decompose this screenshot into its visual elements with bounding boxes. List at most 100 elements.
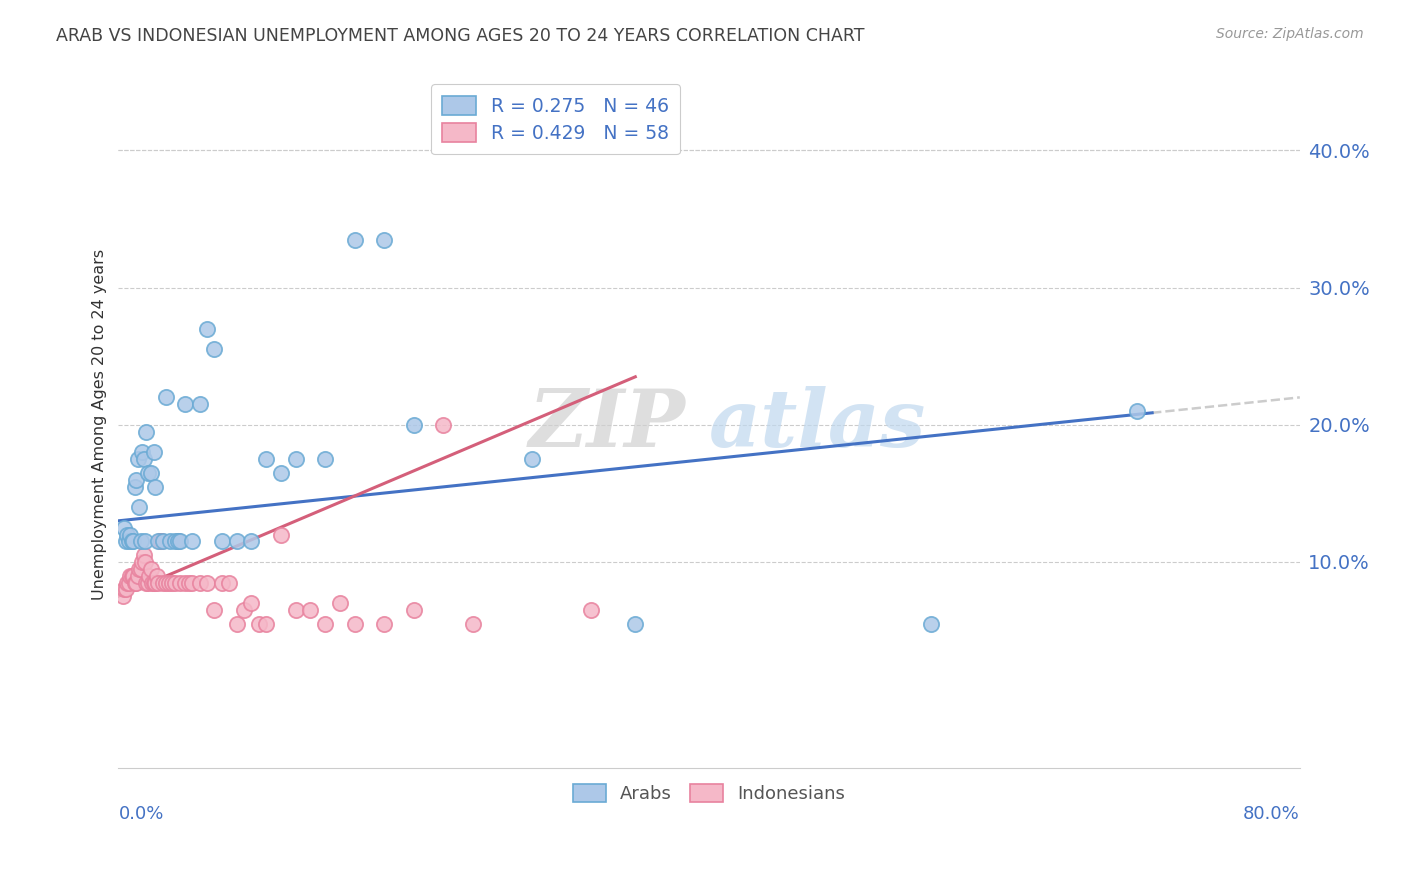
Point: [129, 534, 152, 549]
Point: [135, 425, 157, 439]
Point: [136, 575, 159, 590]
Point: [124, 479, 146, 493]
Y-axis label: Unemployment Among Ages 20 to 24 years: Unemployment Among Ages 20 to 24 years: [93, 249, 107, 600]
Point: [169, 534, 191, 549]
Point: [134, 534, 156, 549]
Text: ZIP: ZIP: [529, 386, 686, 464]
Point: [131, 445, 153, 459]
Point: [143, 479, 166, 493]
Point: [233, 603, 256, 617]
Point: [117, 575, 139, 590]
Point: [146, 568, 169, 582]
Point: [195, 575, 218, 590]
Point: [129, 562, 152, 576]
Point: [122, 534, 145, 549]
Point: [402, 603, 425, 617]
Point: [240, 596, 263, 610]
Point: [174, 397, 197, 411]
Point: [314, 452, 336, 467]
Text: Source: ZipAtlas.com: Source: ZipAtlas.com: [1216, 27, 1364, 41]
Point: [204, 343, 226, 357]
Point: [131, 555, 153, 569]
Point: [160, 575, 183, 590]
Text: 80.0%: 80.0%: [1243, 805, 1299, 823]
Point: [125, 473, 148, 487]
Point: [284, 603, 307, 617]
Point: [148, 575, 170, 590]
Point: [112, 521, 135, 535]
Point: [111, 589, 134, 603]
Point: [125, 575, 148, 590]
Point: [181, 534, 204, 549]
Point: [155, 575, 177, 590]
Point: [159, 534, 181, 549]
Point: [112, 582, 135, 597]
Point: [343, 616, 366, 631]
Point: [195, 322, 218, 336]
Point: [520, 452, 543, 467]
Point: [204, 603, 226, 617]
Point: [118, 534, 141, 549]
Point: [132, 548, 155, 562]
Point: [136, 466, 159, 480]
Point: [152, 534, 174, 549]
Point: [152, 575, 174, 590]
Point: [157, 575, 180, 590]
Point: [141, 575, 163, 590]
Point: [270, 527, 292, 541]
Point: [142, 445, 165, 459]
Point: [143, 575, 166, 590]
Point: [181, 575, 204, 590]
Point: [150, 534, 173, 549]
Point: [127, 568, 149, 582]
Point: [163, 534, 186, 549]
Point: [127, 452, 149, 467]
Point: [122, 568, 145, 582]
Text: atlas: atlas: [709, 386, 927, 464]
Text: 0.0%: 0.0%: [118, 805, 165, 823]
Point: [149, 534, 172, 549]
Point: [155, 390, 177, 404]
Point: [254, 616, 277, 631]
Point: [314, 616, 336, 631]
Point: [134, 555, 156, 569]
Point: [138, 568, 160, 582]
Point: [124, 575, 146, 590]
Point: [373, 233, 395, 247]
Point: [114, 582, 136, 597]
Point: [254, 452, 277, 467]
Point: [402, 417, 425, 432]
Point: [120, 568, 142, 582]
Point: [579, 603, 602, 617]
Point: [117, 527, 139, 541]
Legend: Arabs, Indonesians: Arabs, Indonesians: [567, 776, 852, 810]
Point: [128, 500, 150, 514]
Point: [179, 575, 201, 590]
Point: [188, 575, 211, 590]
Point: [225, 534, 247, 549]
Point: [270, 466, 292, 480]
Point: [188, 397, 211, 411]
Point: [329, 596, 352, 610]
Point: [284, 452, 307, 467]
Point: [139, 562, 162, 576]
Point: [121, 568, 143, 582]
Point: [211, 575, 233, 590]
Point: [139, 466, 162, 480]
Point: [920, 616, 942, 631]
Point: [211, 534, 233, 549]
Text: ARAB VS INDONESIAN UNEMPLOYMENT AMONG AGES 20 TO 24 YEARS CORRELATION CHART: ARAB VS INDONESIAN UNEMPLOYMENT AMONG AG…: [56, 27, 865, 45]
Point: [432, 417, 454, 432]
Point: [163, 575, 186, 590]
Point: [114, 534, 136, 549]
Point: [120, 527, 142, 541]
Point: [373, 616, 395, 631]
Point: [166, 534, 188, 549]
Point: [343, 233, 366, 247]
Point: [132, 452, 155, 467]
Point: [240, 534, 263, 549]
Point: [128, 562, 150, 576]
Point: [225, 616, 247, 631]
Point: [142, 575, 165, 590]
Point: [169, 575, 191, 590]
